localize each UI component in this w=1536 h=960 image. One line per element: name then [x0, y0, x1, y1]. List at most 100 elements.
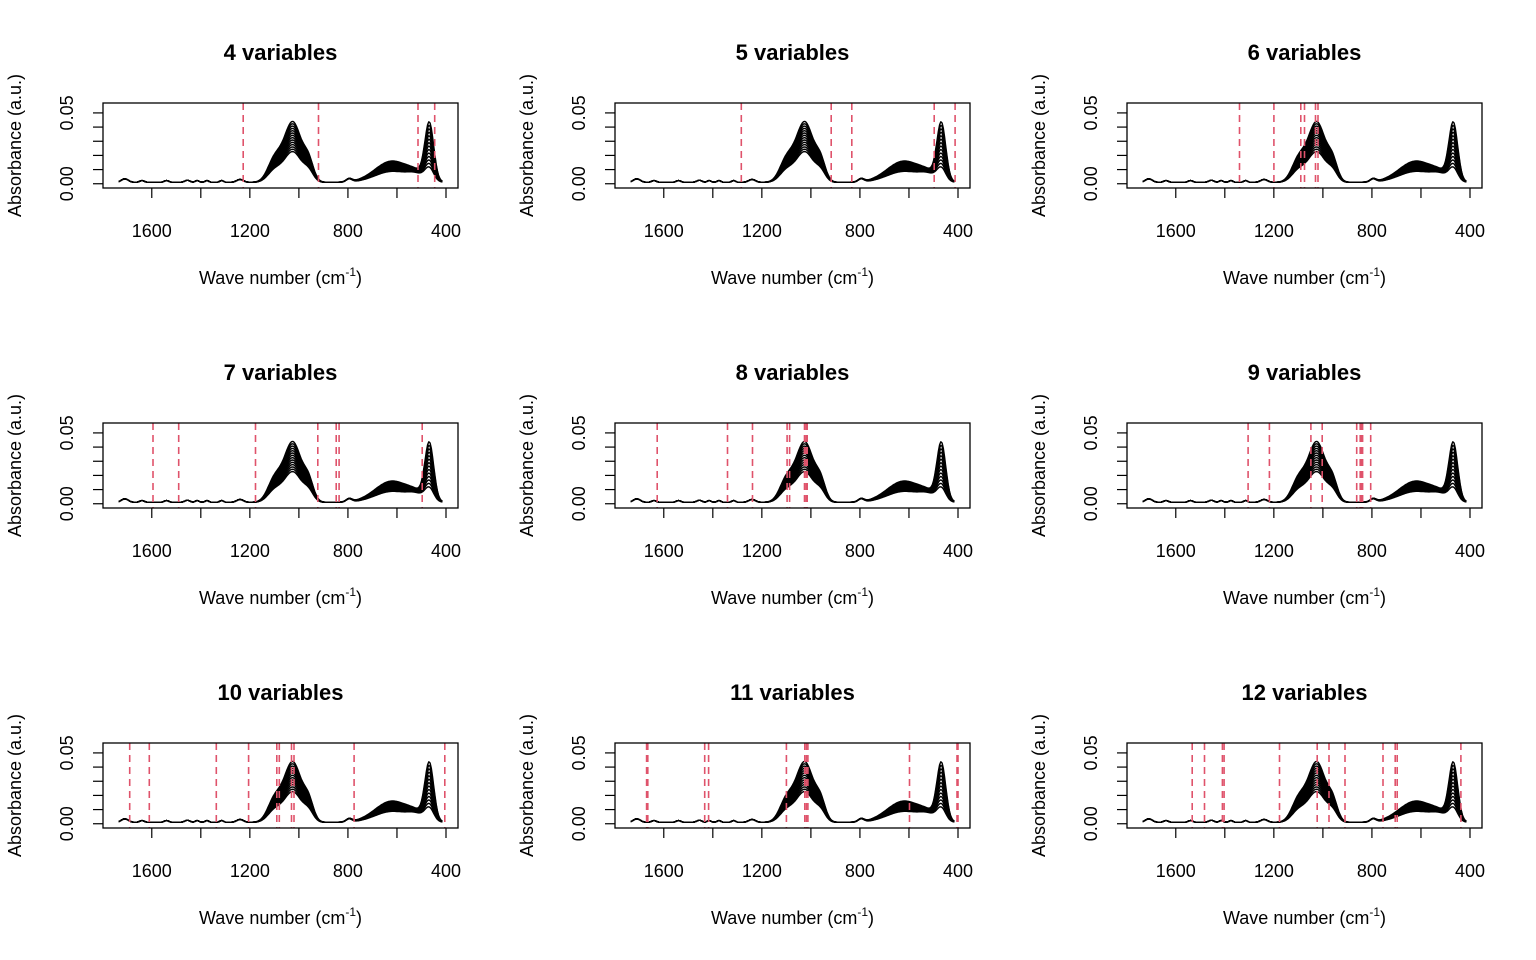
spectrum-line: [630, 790, 955, 823]
x-tick-label: 1600: [132, 541, 172, 561]
y-tick-label: 0.05: [1081, 735, 1101, 770]
spectra-group: [1142, 440, 1467, 503]
x-tick-label: 1200: [1254, 541, 1294, 561]
x-tick-label: 800: [333, 861, 363, 881]
x-tick-label: 1600: [132, 861, 172, 881]
selected-lines-group: [740, 103, 956, 188]
spectrum-line: [118, 150, 443, 183]
y-axis-label: Absorbance (a.u.): [517, 714, 537, 857]
y-tick-label: 0.00: [1081, 166, 1101, 201]
x-axis-label: Wave number (cm-1): [1223, 265, 1386, 288]
x-tick-label: 800: [1357, 541, 1387, 561]
panel-9: 1600 1200 800 400 0.00 0.05 12 variables Wave n…: [1029, 680, 1485, 928]
x-tick-label: 400: [431, 221, 461, 241]
spectrum-line: [1142, 470, 1467, 503]
y-tick-label: 0.00: [57, 486, 77, 521]
plot-frame: [614, 102, 971, 189]
plot-frame: [1126, 422, 1483, 509]
y-axis-label: Absorbance (a.u.): [517, 74, 537, 217]
spectrum-line: [1142, 790, 1467, 823]
panel-title: 6 variables: [1248, 40, 1362, 65]
y-tick-label: 0.00: [57, 806, 77, 841]
panel-5: 1600 1200 800 400 0.00 0.05 8 variables Wave nu…: [517, 360, 973, 608]
plot-frame: [102, 742, 459, 829]
x-tick-label: 1200: [230, 221, 270, 241]
panel-6: 1600 1200 800 400 0.00 0.05 9 variables Wave nu…: [1029, 360, 1485, 608]
x-tick-label: 800: [845, 861, 875, 881]
x-tick-label: 800: [845, 541, 875, 561]
y-tick-label: 0.00: [57, 166, 77, 201]
x-tick-label: 1200: [742, 861, 782, 881]
x-tick-label: 1600: [1156, 541, 1196, 561]
plot-frame: [1126, 742, 1483, 829]
x-tick-label: 400: [431, 861, 461, 881]
y-axis-label: Absorbance (a.u.): [5, 394, 25, 537]
x-axis-label: Wave number (cm-1): [1223, 585, 1386, 608]
x-tick-label: 1600: [644, 541, 684, 561]
x-axis-label: Wave number (cm-1): [1223, 905, 1386, 928]
panel-title: 9 variables: [1248, 360, 1362, 385]
x-tick-label: 1200: [1254, 221, 1294, 241]
x-tick-label: 800: [845, 221, 875, 241]
y-axis-label: Absorbance (a.u.): [517, 394, 537, 537]
x-tick-label: 800: [1357, 861, 1387, 881]
x-axis-label: Wave number (cm-1): [199, 905, 362, 928]
x-tick-label: 400: [1455, 541, 1485, 561]
y-tick-label: 0.05: [569, 735, 589, 770]
x-tick-label: 1200: [230, 541, 270, 561]
panel-title: 11 variables: [730, 680, 855, 705]
x-tick-label: 800: [1357, 221, 1387, 241]
panel-title: 7 variables: [224, 360, 338, 385]
selected-lines-group: [1247, 423, 1372, 508]
y-axis-label: Absorbance (a.u.): [5, 74, 25, 217]
x-axis-label: Wave number (cm-1): [199, 585, 362, 608]
spectrum-line: [630, 150, 955, 183]
panel-title: 12 variables: [1242, 680, 1368, 705]
y-tick-label: 0.00: [569, 166, 589, 201]
x-tick-label: 1600: [1156, 221, 1196, 241]
x-tick-label: 1600: [644, 861, 684, 881]
x-tick-label: 1200: [230, 861, 270, 881]
panel-2: 1600 1200 800 400 0.00 0.05 5 variables Wave nu…: [517, 40, 973, 288]
selected-lines-group: [1238, 103, 1319, 188]
y-tick-label: 0.05: [569, 95, 589, 130]
x-tick-label: 1200: [742, 541, 782, 561]
x-axis-label: Wave number (cm-1): [711, 265, 874, 288]
x-tick-label: 400: [943, 541, 973, 561]
x-tick-label: 800: [333, 221, 363, 241]
x-tick-label: 1600: [1156, 861, 1196, 881]
y-axis-label: Absorbance (a.u.): [5, 714, 25, 857]
selected-lines-group: [242, 103, 436, 188]
spectrum-line: [118, 790, 443, 823]
x-tick-label: 400: [1455, 861, 1485, 881]
selected-lines-group: [656, 423, 809, 508]
panel-4: 1600 1200 800 400 0.00 0.05 7 variables Wave nu…: [5, 360, 461, 608]
panel-title: 8 variables: [736, 360, 850, 385]
x-tick-label: 400: [1455, 221, 1485, 241]
spectra-group: [630, 440, 955, 503]
x-tick-label: 1600: [644, 221, 684, 241]
plot-frame: [102, 422, 459, 509]
panel-7: 1600 1200 800 400 0.00 0.05 10 variables Wave n…: [5, 680, 461, 928]
y-tick-label: 0.00: [569, 806, 589, 841]
selected-lines-group: [645, 743, 959, 828]
panel-1: 1600 1200 800 400 0.00 0.05 4 variables Wave nu…: [5, 40, 461, 288]
x-tick-label: 1200: [742, 221, 782, 241]
x-tick-label: 1600: [132, 221, 172, 241]
y-axis-label: Absorbance (a.u.): [1029, 394, 1049, 537]
plot-frame: [1126, 102, 1483, 189]
x-axis-label: Wave number (cm-1): [199, 265, 362, 288]
y-tick-label: 0.00: [1081, 486, 1101, 521]
y-tick-label: 0.05: [1081, 415, 1101, 450]
y-tick-label: 0.05: [57, 95, 77, 130]
spectrum-line: [630, 470, 955, 503]
spectra-group: [118, 120, 443, 183]
y-axis-label: Absorbance (a.u.): [1029, 74, 1049, 217]
y-tick-label: 0.05: [569, 415, 589, 450]
y-tick-label: 0.05: [57, 735, 77, 770]
panel-title: 4 variables: [224, 40, 338, 65]
spectra-group: [630, 760, 955, 823]
panel-3: 1600 1200 800 400 0.00 0.05 6 variables Wave nu…: [1029, 40, 1485, 288]
selected-lines-group: [128, 743, 446, 828]
